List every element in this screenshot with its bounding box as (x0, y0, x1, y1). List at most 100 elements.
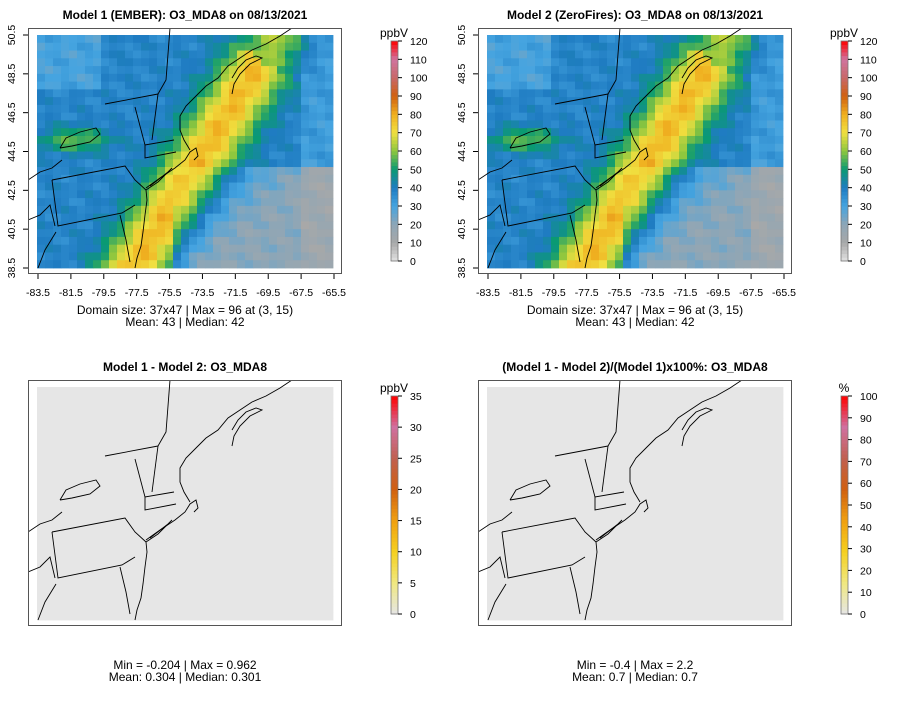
heatmap-cell (205, 58, 214, 67)
heatmap-cell (69, 425, 78, 434)
heatmap-cell (189, 573, 198, 582)
heatmap-cell (301, 612, 310, 621)
heatmap-cell (575, 35, 584, 44)
heatmap-cell (607, 182, 616, 191)
heatmap-cell (647, 441, 656, 450)
coastline-or-state-boundary (59, 127, 101, 149)
heatmap-cell (639, 42, 648, 51)
heatmap-cell (767, 503, 776, 512)
heatmap-cell (325, 151, 334, 160)
heatmap-cell (245, 565, 254, 574)
heatmap-cell (511, 433, 520, 442)
x-tick-label: -75.5 (158, 287, 182, 299)
heatmap-cell (663, 449, 672, 458)
colorbar-swatch (391, 577, 398, 582)
heatmap-cell (197, 50, 206, 59)
heatmap-cell (575, 472, 584, 481)
heatmap-cell (743, 128, 752, 137)
heatmap-cell (671, 143, 680, 152)
heatmap-cell (743, 229, 752, 238)
heatmap-cell (125, 410, 134, 419)
coastline-or-state-boundary (478, 159, 513, 181)
heatmap-cell (655, 402, 664, 411)
heatmap-cell (559, 464, 568, 473)
heatmap-cell (519, 612, 528, 621)
heatmap-cell (109, 410, 118, 419)
heatmap-cell (511, 221, 520, 230)
colorbar-swatch (391, 559, 398, 564)
heatmap-cell (543, 495, 552, 504)
colorbar-swatch (391, 48, 398, 53)
heatmap-cell (253, 542, 262, 551)
heatmap-cell (527, 42, 536, 51)
heatmap-cell (591, 81, 600, 90)
heatmap-cell (527, 97, 536, 106)
colorbar-swatch (391, 519, 398, 524)
heatmap-cell (301, 557, 310, 567)
heatmap-cell (245, 128, 254, 137)
colorbar-swatch (391, 187, 398, 192)
heatmap-cell (767, 190, 776, 199)
heatmap-cell (309, 487, 318, 497)
heatmap-cell (615, 441, 624, 450)
heatmap-cell (583, 394, 592, 403)
heatmap-cell (583, 526, 592, 535)
heatmap-cell (53, 387, 62, 396)
heatmap-cell (37, 260, 46, 269)
heatmap-cell (317, 66, 326, 75)
heatmap-cell (237, 236, 246, 246)
heatmap-cell (671, 534, 680, 543)
heatmap-cell (527, 503, 536, 512)
heatmap-cell (189, 120, 198, 129)
heatmap-cell (181, 97, 190, 106)
heatmap-cell (261, 198, 270, 207)
heatmap-cell (293, 143, 302, 152)
heatmap-cell (503, 387, 512, 396)
heatmap-cell (711, 542, 720, 551)
heatmap-cell (45, 50, 54, 59)
heatmap-cell (205, 503, 214, 512)
heatmap-cell (615, 557, 624, 567)
colorbar-swatch (841, 88, 848, 93)
heatmap-cell (181, 89, 190, 98)
heatmap-cell (599, 143, 608, 152)
heatmap-cell (743, 588, 752, 598)
heatmap-cell (109, 104, 118, 114)
heatmap-cell (527, 151, 536, 160)
heatmap-cell (285, 229, 294, 238)
heatmap-cell (93, 97, 102, 106)
heatmap-cell (93, 236, 102, 246)
heatmap-cell (205, 229, 214, 238)
heatmap-cell (261, 410, 270, 419)
heatmap-cell (655, 89, 664, 98)
heatmap-cell (743, 42, 752, 51)
heatmap-cell (133, 244, 142, 253)
heatmap-cell (615, 97, 624, 106)
heatmap-cell (559, 394, 568, 403)
heatmap-cell (213, 112, 222, 121)
heatmap-cell (45, 182, 54, 191)
heatmap-cell (117, 387, 126, 396)
x-tick-label: -83.5 (476, 287, 500, 299)
heatmap-cell (181, 167, 190, 176)
heatmap-cell (205, 557, 214, 567)
heatmap-cell (703, 519, 712, 528)
heatmap-cell (775, 252, 784, 261)
heatmap-cell (559, 252, 568, 261)
heatmap-cell (261, 89, 270, 98)
heatmap-cell (125, 449, 134, 458)
heatmap-cell (149, 418, 158, 427)
heatmap-cell (269, 252, 278, 261)
heatmap-cell (735, 565, 744, 574)
heatmap-cell (743, 511, 752, 520)
heatmap-cell (277, 534, 286, 543)
heatmap-cell (149, 550, 158, 559)
heatmap-cell (189, 89, 198, 98)
heatmap-cell (53, 550, 62, 559)
heatmap-cell (511, 495, 520, 504)
heatmap-cell (245, 526, 254, 535)
coastline-or-state-boundary (478, 511, 513, 533)
heatmap-cell (591, 612, 600, 621)
heatmap-cell (37, 472, 46, 481)
